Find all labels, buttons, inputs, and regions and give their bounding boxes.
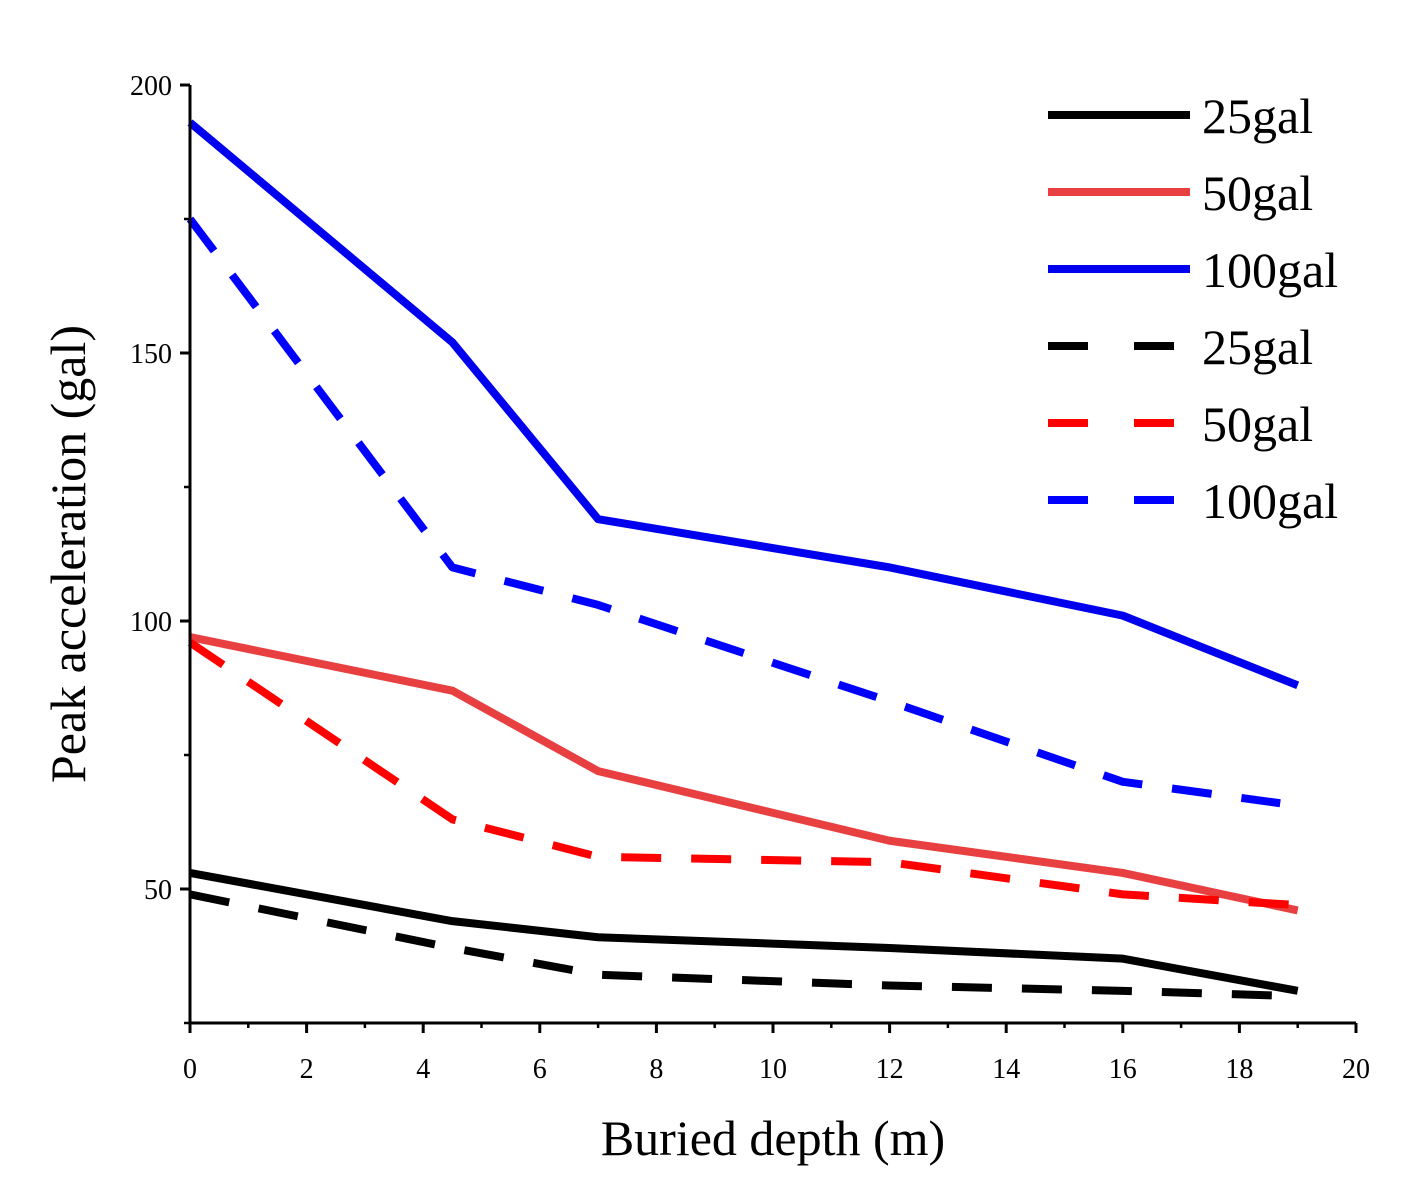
- x-tick-label: 2: [300, 1054, 314, 1085]
- y-tick-label: 200: [130, 71, 172, 102]
- x-tick-label: 12: [876, 1054, 904, 1085]
- x-tick-label: 16: [1109, 1054, 1137, 1085]
- legend-label: 50gal: [1202, 165, 1313, 221]
- legend-label: 25gal: [1202, 88, 1313, 144]
- x-tick-label: 6: [533, 1054, 547, 1085]
- x-tick-label: 0: [183, 1054, 197, 1085]
- y-axis-title: Peak acceleration (gal): [40, 325, 96, 783]
- series-line-25gal-dashed: [189, 890, 1298, 1001]
- series-layer: [186, 119, 1300, 1001]
- legend-label: 100gal: [1202, 242, 1338, 298]
- y-tick-label: 100: [130, 607, 172, 638]
- y-tick-label: 50: [144, 875, 172, 906]
- x-tick-label: 18: [1225, 1054, 1253, 1085]
- x-tick-label: 8: [649, 1054, 663, 1085]
- legend-label: 100gal: [1202, 473, 1338, 529]
- series-line-50gal-dashed: [187, 639, 1298, 910]
- y-tick-label: 150: [130, 339, 172, 370]
- x-ticks: 0 2 4 6 8 10 12 14 16 18 20: [183, 1023, 1370, 1085]
- legend: 25gal 50gal 100gal 25gal 50gal 100gal: [1048, 88, 1338, 529]
- series-line-100gal-dashed: [186, 216, 1281, 808]
- y-ticks: 50 100 150 200: [130, 71, 190, 1025]
- legend-label: 25gal: [1202, 319, 1313, 375]
- x-tick-label: 4: [416, 1054, 430, 1085]
- series-line-50gal-solid: [189, 633, 1299, 915]
- series-line-25gal-solid: [189, 868, 1299, 995]
- x-tick-label: 10: [759, 1054, 787, 1085]
- x-tick-label: 20: [1342, 1054, 1370, 1085]
- series-line-100gal-solid: [187, 119, 1300, 690]
- x-tick-label: 14: [992, 1054, 1020, 1085]
- legend-label: 50gal: [1202, 396, 1313, 452]
- x-axis-title: Buried depth (m): [601, 1110, 945, 1166]
